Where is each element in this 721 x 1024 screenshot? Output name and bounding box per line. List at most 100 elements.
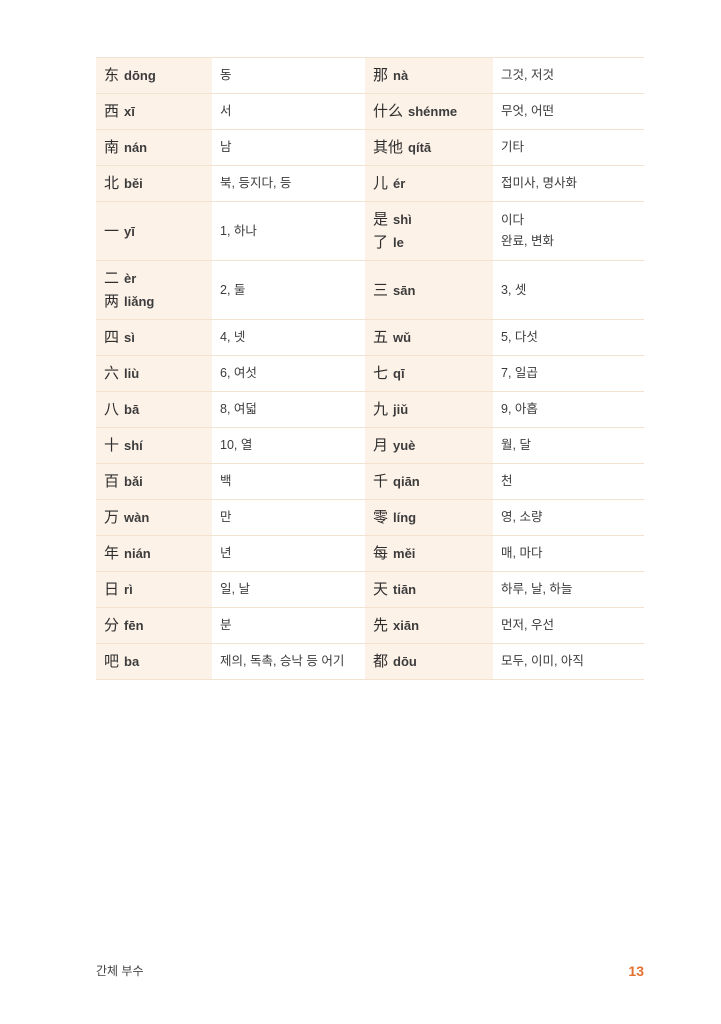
hanzi-text: 两 [104,292,120,310]
meaning-text: 분 [220,618,232,632]
pinyin-text: sān [393,282,416,298]
pinyin-text: běi [124,176,143,191]
hanzi-entry: 天 tiān [373,578,485,601]
meaning-cell: 하루, 날, 하늘 [493,571,644,608]
meaning-cell: 1, 하나 [212,201,365,261]
page-number: 13 [628,962,644,979]
hanzi-text: 年 [104,544,120,562]
meaning-text: 동 [220,68,232,82]
meaning-cell: 3, 셋 [493,260,644,320]
meaning-cell: 서 [212,93,365,130]
hanzi-cell: 北 běi [96,165,212,202]
hanzi-entry: 万 wàn [104,506,204,529]
hanzi-cell: 零 líng [365,499,493,536]
vocab-row: 吧 ba 제의, 독촉, 승낙 등 어기 都 dōu 모두, 이미, 아직 [96,643,644,680]
hanzi-text: 千 [373,472,389,490]
meaning-cell: 2, 둘 [212,260,365,320]
vocab-row: 北 běi 북, 등지다, 등 儿 ér 접미사, 명사화 [96,165,644,202]
hanzi-cell: 西 xī [96,93,212,130]
hanzi-text: 日 [104,580,120,598]
hanzi-cell: 月 yuè [365,427,493,464]
meaning-text: 모두, 이미, 아직 [501,654,584,668]
hanzi-entry: 零 líng [373,506,485,529]
hanzi-cell: 其他 qítā [365,129,493,166]
hanzi-entry: 九 jiǔ [373,398,485,421]
hanzi-entry: 南 nán [104,136,204,159]
hanzi-cell: 天 tiān [365,571,493,608]
vocab-row: 年 nián 년 每 měi 매, 마다 [96,535,644,572]
hanzi-text: 南 [104,138,120,156]
vocab-row: 万 wàn 만 零 líng 영, 소량 [96,499,644,536]
hanzi-text: 北 [104,174,120,192]
hanzi-entry: 日 rì [104,578,204,601]
hanzi-entry: 先 xiān [373,614,485,637]
meaning-cell: 6, 여섯 [212,355,365,392]
hanzi-entry: 其他 qítā [373,136,485,159]
hanzi-entry: 西 xī [104,100,204,123]
meaning-cell: 분 [212,607,365,644]
meaning-cell: 접미사, 명사화 [493,165,644,202]
pinyin-text: shénme [408,104,458,119]
pinyin-text: qiān [393,474,420,489]
meaning-cell: 7, 일곱 [493,355,644,392]
hanzi-entry: 分 fēn [104,614,204,637]
meaning-cell: 기타 [493,129,644,166]
meaning-text: 먼저, 우선 [501,618,554,632]
hanzi-entry: 月 yuè [373,434,485,457]
pinyin-text: èr [124,271,137,286]
hanzi-text: 天 [373,580,389,598]
meaning-text: 하루, 날, 하늘 [501,582,573,596]
pinyin-text: liǎng [124,294,155,309]
meaning-text: 천 [501,474,513,488]
pinyin-text: fēn [124,618,144,633]
hanzi-entry: 那 nà [373,64,485,87]
meaning-text: 기타 [501,140,525,154]
pinyin-text: rì [124,582,133,597]
hanzi-entry: 七 qī [373,362,485,385]
hanzi-entry: 吧 ba [104,650,204,673]
hanzi-cell: 先 xiān [365,607,493,644]
pinyin-text: nà [393,68,409,83]
hanzi-cell: 每 měi [365,535,493,572]
hanzi-entry: 两 liǎng [104,290,204,313]
meaning-text: 매, 마다 [501,546,543,560]
meaning-text: 5, 다섯 [501,330,538,344]
footer-section-label: 간체 부수 [96,964,144,978]
meaning-cell: 남 [212,129,365,166]
meaning-cell: 만 [212,499,365,536]
hanzi-cell: 一 yī [96,201,212,261]
meaning-text: 만 [220,510,232,524]
meaning-cell: 동 [212,57,365,94]
hanzi-text: 其他 [373,138,404,156]
hanzi-entry: 东 dōng [104,64,204,87]
hanzi-entry: 了 le [373,231,485,254]
meaning-cell: 제의, 독촉, 승낙 등 어기 [212,643,365,680]
hanzi-text: 八 [104,400,120,418]
meaning-text: 접미사, 명사화 [501,176,577,190]
hanzi-cell: 年 nián [96,535,212,572]
vocab-row: 八 bā 8, 여덟 九 jiǔ 9, 아홉 [96,391,644,428]
vocab-row: 西 xī 서 什么 shénme 무엇, 어떤 [96,93,644,130]
hanzi-cell: 东 dōng [96,57,212,94]
hanzi-text: 那 [373,66,389,84]
meaning-text: 1, 하나 [220,223,257,238]
hanzi-cell: 七 qī [365,355,493,392]
pinyin-text: dōng [124,68,156,83]
hanzi-text: 七 [373,364,389,382]
hanzi-text: 每 [373,544,389,562]
pinyin-text: wàn [124,510,150,525]
meaning-cell: 무엇, 어떤 [493,93,644,130]
hanzi-entry: 六 liù [104,362,204,385]
hanzi-cell: 千 qiān [365,463,493,500]
hanzi-entry: 北 běi [104,172,204,195]
meaning-text: 무엇, 어떤 [501,104,554,118]
meaning-text: 영, 소량 [501,510,543,524]
vocab-table-body: 东 dōng 동 那 nà 그것, 저것 西 xī 서 什么 shénme 무엇, 어떤 南 nán 남 其他… [96,57,644,680]
vocab-row: 东 dōng 동 那 nà 그것, 저것 [96,57,644,94]
hanzi-text: 儿 [373,174,389,192]
pinyin-text: ér [393,176,406,191]
meaning-text: 서 [220,104,232,118]
hanzi-cell: 四 sì [96,319,212,356]
hanzi-entry: 年 nián [104,542,204,565]
